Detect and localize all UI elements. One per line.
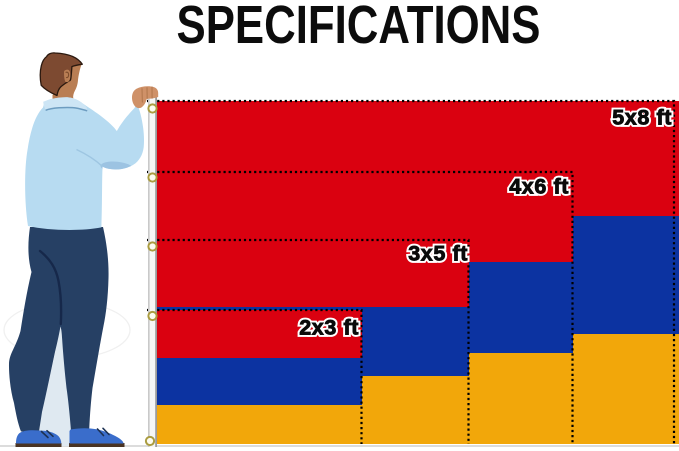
svg-text:SPECIFICATIONS: SPECIFICATIONS xyxy=(177,0,541,55)
svg-text:5x8 ft: 5x8 ft xyxy=(612,106,672,130)
svg-text:5x8 ft: 5x8 ft xyxy=(612,106,672,130)
svg-text:4x6 ft: 4x6 ft xyxy=(509,175,569,199)
svg-text:4x6 ft: 4x6 ft xyxy=(509,175,569,199)
svg-text:2x3 ft: 2x3 ft xyxy=(299,316,359,340)
svg-text:2x3 ft: 2x3 ft xyxy=(299,316,359,340)
svg-text:3x5 ft: 3x5 ft xyxy=(408,242,468,266)
svg-text:3x5 ft: 3x5 ft xyxy=(408,242,468,266)
